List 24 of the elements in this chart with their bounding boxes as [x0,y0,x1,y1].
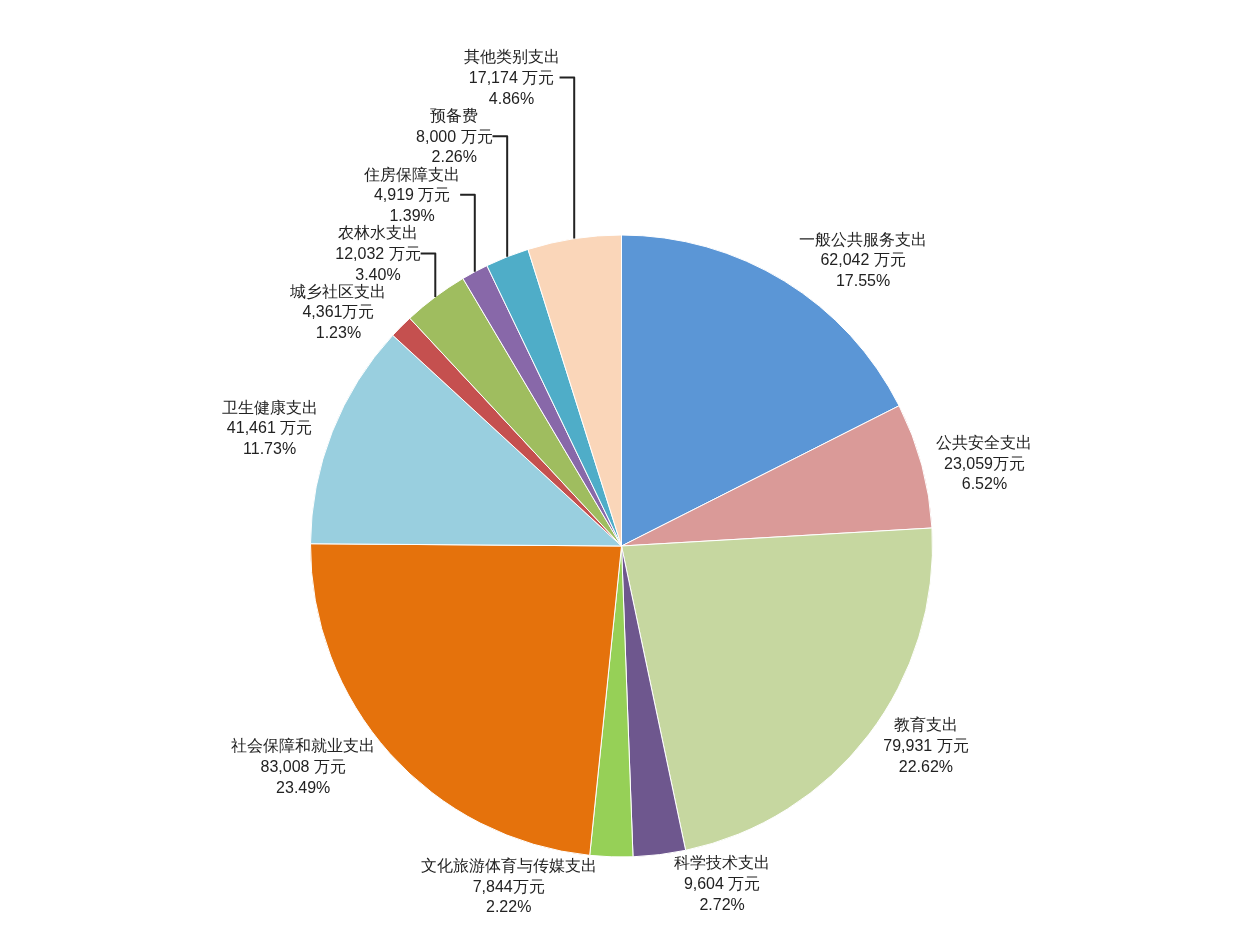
data-label: 4,919 万元 1.39% [373,186,451,225]
data-label: 83,008 万元 23.49% [260,758,346,796]
data-label: 62,042 万元 17.55% [820,251,906,290]
data-label: 4,361万元 1.23% [302,303,375,342]
slice-label: 农林水支出 [337,224,418,242]
data-label: 9,604 万元 2.72% [683,875,761,913]
data-label: 12,032 万元 3.40% [335,244,421,283]
data-label: 41,461 万元 11.73% [226,419,313,458]
data-label: 23,059万元 6.52% [944,454,1025,493]
slice-label: 社会保障和就业支出 [231,737,376,755]
slice-label: 科学技术支出 [674,854,771,872]
slice-label: 卫生健康支出 [221,398,318,416]
slice-label: 公共安全支出 [936,433,1033,451]
slice-label: 教育支出 [893,716,958,734]
data-label: 79,931 万元 22.62% [883,737,969,775]
slice-label: 其他类别支出 [463,48,560,66]
slice-label: 城乡社区支出 [289,282,387,300]
slice-label: 预备费 [430,106,479,124]
slice-label: 一般公共服务支出 [799,230,928,248]
data-label: 17,174 万元 4.86% [468,69,555,107]
data-label: 8,000 万元 2.26% [416,127,493,166]
slice-label: 文化旅游体育与传媒支出 [420,856,597,874]
data-label: 7,844万元 2.22% [472,877,545,916]
slice-label: 住房保障支出 [363,165,461,183]
